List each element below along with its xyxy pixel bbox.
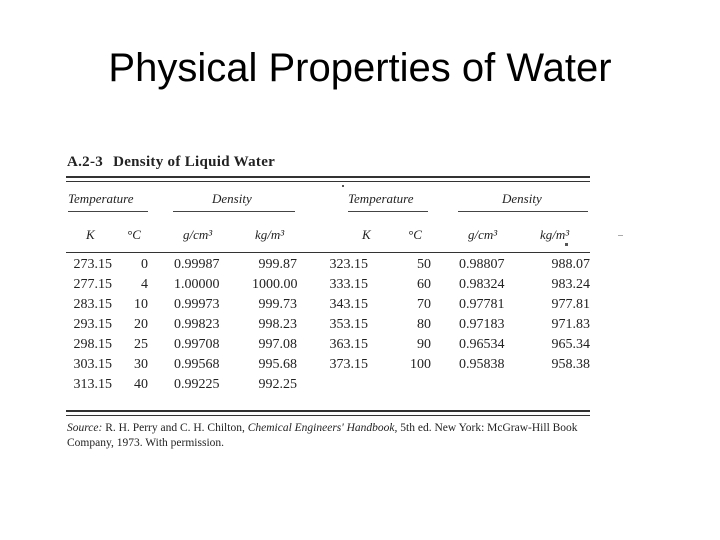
cell-density-gcm3: 0.99708: [174, 337, 220, 352]
cell-density-gcm3: 0.98324: [459, 277, 505, 292]
cell-kelvin: 353.15: [329, 317, 369, 332]
cell-density-gcm3: 0.99823: [174, 317, 220, 332]
source-publisher: 5th ed. New York: McGraw-Hill Book Compa…: [67, 422, 578, 449]
scanned-table-image: A.2-3 Density of Liquid Water Temperature…: [66, 150, 623, 458]
cell-density-kgm3: 995.68: [258, 357, 298, 372]
cell-kelvin: 323.15: [329, 257, 369, 272]
cell-density-gcm3: 0.99568: [174, 357, 220, 372]
unit-header: g/cm³: [183, 227, 213, 242]
source-label: Source:: [67, 422, 103, 434]
cell-celsius: 20: [134, 317, 148, 332]
cell-celsius: 90: [417, 337, 431, 352]
cell-density-kgm3: 992.25: [258, 377, 298, 392]
cell-celsius: 30: [134, 357, 148, 372]
bottom-rule-thin: [66, 415, 590, 416]
cell-density-kgm3: 983.24: [551, 277, 591, 292]
cell-kelvin: 273.15: [73, 257, 113, 272]
cell-density-kgm3: 1000.00: [252, 277, 298, 292]
cell-celsius: 60: [417, 277, 431, 292]
scan-speck: [342, 185, 344, 187]
cell-density-kgm3: 999.87: [258, 257, 298, 272]
cell-density-kgm3: 999.73: [258, 297, 298, 312]
subheader-rule: [348, 211, 428, 212]
source-authors: R. H. Perry and C. H. Chilton,: [105, 422, 245, 434]
cell-density-gcm3: 0.97781: [459, 297, 505, 312]
cell-density-kgm3: 988.07: [551, 257, 591, 272]
header-bottom-rule: [66, 252, 590, 253]
cell-kelvin: 277.15: [73, 277, 113, 292]
bottom-rule-thick: [66, 410, 590, 412]
cell-density-kgm3: 965.34: [551, 337, 591, 352]
unit-header: °C: [127, 227, 141, 242]
unit-header: K: [86, 227, 95, 242]
table-title: Density of Liquid Water: [113, 154, 276, 170]
cell-kelvin: 333.15: [329, 277, 369, 292]
cell-density-kgm3: 998.23: [258, 317, 298, 332]
cell-density-gcm3: 0.97183: [459, 317, 505, 332]
unit-header: g/cm³: [468, 227, 498, 242]
subheader-rule: [68, 211, 148, 212]
unit-header: K: [362, 227, 371, 242]
cell-celsius: 70: [417, 297, 431, 312]
top-rule-thick: [66, 176, 590, 178]
group-header-density-right: Density: [502, 191, 542, 206]
scan-speck: [565, 243, 568, 246]
group-header-temperature-right: Temperature: [348, 191, 414, 206]
table-caption: A.2-3 Density of Liquid Water: [67, 154, 275, 171]
cell-kelvin: 303.15: [73, 357, 113, 372]
cell-celsius: 4: [141, 277, 148, 292]
subheader-rule: [173, 211, 295, 212]
cell-kelvin: 283.15: [73, 297, 113, 312]
group-header-temperature-left: Temperature: [68, 191, 134, 206]
cell-density-gcm3: 1.00000: [174, 277, 220, 292]
cell-density-kgm3: 977.81: [551, 297, 591, 312]
cell-kelvin: 343.15: [329, 297, 369, 312]
cell-celsius: 0: [141, 257, 148, 272]
slide-title: Physical Properties of Water: [108, 46, 612, 90]
cell-celsius: 10: [134, 297, 148, 312]
subheader-rule: [458, 211, 588, 212]
cell-density-gcm3: 0.95838: [459, 357, 505, 372]
cell-density-gcm3: 0.96534: [459, 337, 505, 352]
cell-celsius: 40: [134, 377, 148, 392]
cell-density-gcm3: 0.98807: [459, 257, 505, 272]
cell-celsius: 25: [134, 337, 148, 352]
cell-celsius: 100: [410, 357, 431, 372]
cell-kelvin: 373.15: [329, 357, 369, 372]
cell-kelvin: 313.15: [73, 377, 113, 392]
cell-kelvin: 298.15: [73, 337, 113, 352]
cell-celsius: 50: [417, 257, 431, 272]
cell-celsius: 80: [417, 317, 431, 332]
table-number: A.2-3: [67, 154, 104, 170]
source-book-title: Chemical Engineers' Handbook,: [247, 422, 398, 434]
cell-density-kgm3: 971.83: [551, 317, 591, 332]
cell-kelvin: 293.15: [73, 317, 113, 332]
cell-kelvin: 363.15: [329, 337, 369, 352]
table-source-note: Source: R. H. Perry and C. H. Chilton, C…: [67, 421, 593, 451]
cell-density-gcm3: 0.99973: [174, 297, 220, 312]
cell-density-kgm3: 997.08: [258, 337, 298, 352]
group-header-density-left: Density: [212, 191, 252, 206]
scan-speck: [618, 235, 623, 236]
cell-density-gcm3: 0.99987: [174, 257, 220, 272]
top-rule-thin: [66, 181, 590, 182]
unit-header: °C: [408, 227, 422, 242]
cell-density-kgm3: 958.38: [551, 357, 591, 372]
unit-header: kg/m³: [540, 227, 570, 242]
cell-density-gcm3: 0.99225: [174, 377, 220, 392]
unit-header: kg/m³: [255, 227, 285, 242]
